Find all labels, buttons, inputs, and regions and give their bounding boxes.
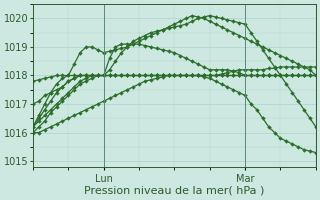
X-axis label: Pression niveau de la mer( hPa ): Pression niveau de la mer( hPa ) xyxy=(84,186,265,196)
